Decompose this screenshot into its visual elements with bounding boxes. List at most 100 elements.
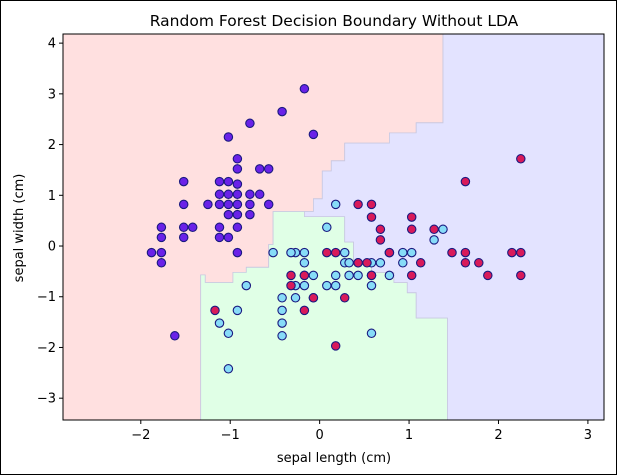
data-point-class-2	[516, 247, 526, 258]
y-axis-ticks: −3 −2 −1 0 1 2 3 4	[37, 37, 63, 407]
data-point-class-1	[344, 270, 354, 281]
data-point-class-0	[232, 209, 243, 220]
data-point-class-2	[384, 247, 395, 258]
data-point-class-2	[286, 280, 296, 291]
data-point-class-0	[178, 199, 189, 210]
data-point-class-1	[232, 305, 243, 316]
data-point-class-2	[406, 224, 417, 235]
data-point-class-1	[241, 280, 252, 291]
data-point-class-1	[277, 305, 287, 316]
data-point-class-2	[406, 212, 417, 222]
data-point-class-0	[223, 209, 234, 220]
data-point-class-2	[366, 199, 377, 210]
data-point-class-2	[483, 270, 493, 281]
data-point-class-0	[245, 209, 255, 220]
data-point-class-2	[299, 305, 310, 316]
data-point-class-2	[330, 247, 341, 258]
data-point-class-0	[245, 199, 255, 210]
y-tick-label: −2	[37, 341, 56, 356]
data-point-class-2	[375, 235, 386, 245]
data-point-class-2	[507, 247, 517, 258]
data-point-class-2	[460, 176, 471, 187]
data-point-class-0	[232, 199, 243, 210]
data-point-class-0	[245, 189, 255, 200]
data-point-class-2	[460, 247, 471, 258]
data-point-class-2	[415, 258, 426, 268]
data-point-class-2	[353, 199, 363, 210]
y-tick-label: 4	[48, 37, 56, 52]
data-point-class-0	[299, 84, 310, 94]
data-point-class-0	[232, 154, 243, 164]
data-point-class-2	[330, 341, 341, 351]
data-point-class-0	[178, 176, 189, 187]
data-point-class-1	[398, 247, 408, 258]
data-point-class-2	[516, 154, 526, 164]
data-point-class-2	[460, 258, 471, 268]
data-point-class-0	[223, 199, 234, 210]
x-axis-label: sepal length (cm)	[277, 451, 391, 466]
data-point-class-0	[170, 331, 180, 341]
data-point-class-1	[384, 270, 395, 281]
data-point-class-2	[366, 270, 377, 281]
x-tick-label: −1	[221, 428, 240, 443]
data-point-class-1	[322, 222, 332, 233]
x-axis-ticks: −2 −1 0 1 2 3	[131, 420, 592, 443]
data-point-class-0	[156, 222, 167, 233]
data-point-class-1	[406, 247, 417, 258]
data-point-class-2	[375, 224, 386, 235]
data-point-class-1	[223, 364, 234, 374]
data-point-class-2	[339, 293, 350, 303]
data-point-class-1	[299, 247, 310, 258]
data-point-class-0	[223, 189, 234, 200]
data-point-class-1	[299, 258, 310, 268]
data-point-class-2	[366, 212, 377, 222]
data-point-class-1	[290, 293, 301, 303]
data-point-class-1	[277, 293, 287, 303]
data-point-class-0	[214, 232, 225, 243]
data-point-class-0	[263, 164, 274, 174]
data-point-class-1	[268, 247, 278, 258]
data-point-class-1	[438, 224, 448, 235]
data-point-class-1	[344, 258, 354, 268]
x-tick-label: 3	[584, 428, 592, 443]
data-point-class-2	[406, 270, 417, 281]
data-point-class-0	[187, 222, 198, 233]
data-point-class-0	[214, 176, 225, 187]
data-point-class-1	[339, 247, 350, 258]
data-point-class-2	[516, 270, 526, 281]
data-point-class-0	[263, 199, 274, 210]
data-point-class-1	[322, 280, 332, 291]
data-point-class-1	[277, 331, 287, 341]
data-point-class-1	[366, 280, 377, 291]
x-tick-label: 0	[315, 428, 323, 443]
data-point-class-0	[232, 164, 243, 174]
x-tick-label: 2	[494, 428, 502, 443]
y-tick-label: 2	[48, 138, 56, 153]
data-point-class-2	[474, 258, 484, 268]
data-point-class-1	[330, 270, 341, 281]
y-tick-label: 1	[48, 189, 56, 204]
data-point-class-1	[308, 270, 319, 281]
decision-regions	[62, 33, 605, 421]
data-point-class-0	[223, 176, 234, 187]
data-point-class-2	[308, 293, 319, 303]
y-tick-label: 3	[48, 87, 56, 102]
data-point-class-0	[214, 189, 225, 200]
x-tick-label: 1	[405, 428, 413, 443]
data-point-class-2	[322, 247, 332, 258]
data-point-class-1	[299, 280, 310, 291]
data-point-class-1	[429, 235, 439, 245]
data-point-class-1	[366, 328, 377, 339]
x-tick-label: −2	[131, 428, 150, 443]
data-point-class-0	[156, 247, 167, 258]
y-tick-label: −1	[37, 290, 56, 305]
data-point-class-0	[203, 199, 213, 210]
data-point-class-1	[277, 318, 287, 328]
data-point-class-1	[398, 258, 408, 268]
data-point-class-2	[353, 258, 363, 268]
data-point-class-0	[232, 222, 243, 233]
data-point-class-0	[214, 199, 225, 210]
y-tick-label: −3	[37, 392, 56, 407]
data-point-class-0	[146, 247, 157, 258]
